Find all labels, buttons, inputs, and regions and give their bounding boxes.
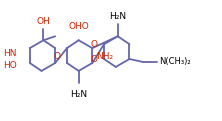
Text: HO: HO <box>3 61 17 70</box>
Text: H₂N: H₂N <box>109 12 126 21</box>
Text: OH: OH <box>37 17 50 26</box>
Text: N(CH₃)₂: N(CH₃)₂ <box>159 57 190 66</box>
Text: H₂N: H₂N <box>70 90 87 99</box>
Text: O: O <box>90 40 97 49</box>
Text: OHO: OHO <box>68 22 89 31</box>
Text: O: O <box>53 52 60 60</box>
Text: HN: HN <box>4 49 17 58</box>
Text: NH₂: NH₂ <box>96 52 113 60</box>
Text: O: O <box>90 55 97 64</box>
